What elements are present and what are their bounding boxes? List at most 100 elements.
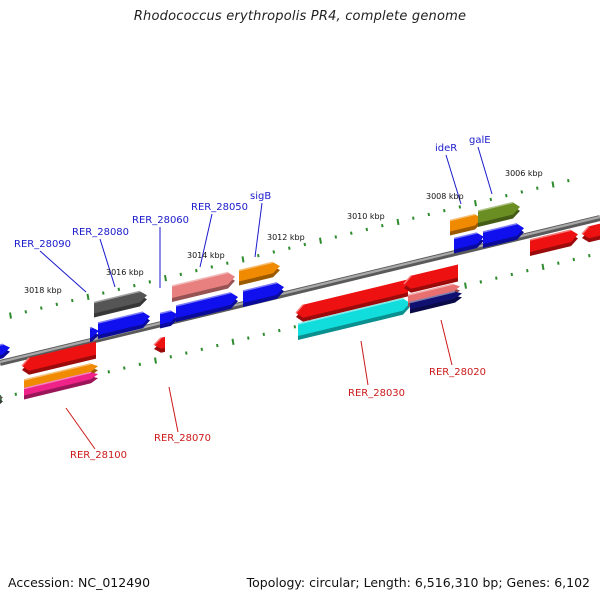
leader-line xyxy=(445,154,462,205)
gene-arrow-rer-28020[interactable] xyxy=(403,264,458,293)
scale-tick xyxy=(117,287,121,292)
gene-box-rer-28030[interactable] xyxy=(297,297,410,340)
gene-arrow-edge[interactable] xyxy=(0,343,10,359)
scale-tick xyxy=(495,276,498,280)
label-leaders xyxy=(39,146,493,450)
gene-box-rer-28080[interactable] xyxy=(93,290,147,318)
scale-tick xyxy=(86,293,90,301)
scale-tick xyxy=(107,370,111,374)
scale-tick xyxy=(200,347,204,352)
scale-tick xyxy=(412,216,415,220)
scale-tick xyxy=(210,265,214,269)
gene-arrow-gale-b[interactable] xyxy=(482,223,524,248)
scale-tick xyxy=(71,298,74,303)
scale-tick xyxy=(588,253,591,258)
gene-arrow-right-1[interactable] xyxy=(529,229,578,256)
gene-arrow-rer-28060-a[interactable] xyxy=(159,310,178,329)
gene-arrow-sigb[interactable] xyxy=(242,282,284,307)
gene-arrow-rer-28030[interactable] xyxy=(295,279,408,322)
scale-tick xyxy=(365,227,369,232)
scale-label: 3008 kbp xyxy=(426,192,464,201)
scale-tick xyxy=(288,246,291,250)
gene-label-rer-28060[interactable]: RER_28060 xyxy=(132,215,189,226)
scale-tick xyxy=(195,268,198,273)
scale-tick xyxy=(334,235,338,239)
gene-arrow-rer-28060-b[interactable] xyxy=(175,291,238,322)
scale-tick xyxy=(123,366,126,370)
scale-tick xyxy=(278,328,281,333)
gene-arrow-rer-28080[interactable] xyxy=(97,311,150,339)
scale-tick xyxy=(272,250,276,254)
scale-tick xyxy=(567,179,570,183)
scale-tick xyxy=(526,268,529,273)
gene-label-rer-28030[interactable]: RER_28030 xyxy=(348,388,405,399)
scale-tick xyxy=(303,242,307,247)
leader-line xyxy=(168,386,179,433)
scale-tick xyxy=(458,205,462,209)
gene-label-rer-28100[interactable]: RER_28100 xyxy=(70,450,127,461)
scale-tick xyxy=(474,200,477,207)
leader-line xyxy=(99,238,116,288)
accession-text: Accession: NC_012490 xyxy=(8,575,151,590)
gene-box-gale[interactable] xyxy=(477,201,520,227)
gene-label-sigb[interactable]: sigB xyxy=(250,191,271,202)
gene-label-rer-28080[interactable]: RER_28080 xyxy=(72,227,129,238)
gene-box-rer-28020-b[interactable] xyxy=(409,290,462,314)
scale-tick xyxy=(350,231,353,235)
gene-label-ider[interactable]: ideR xyxy=(435,143,457,154)
scale-tick xyxy=(505,194,508,198)
scale-tick xyxy=(572,257,576,262)
gene-box-rer-28100-b[interactable] xyxy=(23,371,98,400)
scale-tick xyxy=(9,312,12,319)
leader-line xyxy=(65,407,96,450)
leader-line xyxy=(440,319,453,366)
gene-box-edge[interactable] xyxy=(0,393,3,408)
leader-line xyxy=(360,340,369,386)
scale-tick xyxy=(102,291,105,295)
scale-tick xyxy=(541,263,545,271)
gene-arrow-ider[interactable] xyxy=(453,232,484,254)
scale-tick xyxy=(443,209,446,213)
gene-label-rer-28050[interactable]: RER_28050 xyxy=(191,202,248,213)
scale-tick xyxy=(40,306,43,310)
scale-tick xyxy=(520,190,524,194)
gene-arrow-rer-28100[interactable] xyxy=(21,341,96,375)
scale-tick xyxy=(179,272,183,277)
scale-tick xyxy=(510,272,514,277)
scale-tick xyxy=(138,362,142,366)
scale-tick xyxy=(536,186,539,190)
gene-box-sigb[interactable] xyxy=(238,261,280,286)
scale-tick xyxy=(185,351,188,355)
gene-arrow-rer-28090[interactable] xyxy=(89,326,99,342)
scale-tick xyxy=(479,280,483,284)
gene-label-rer-28020[interactable]: RER_28020 xyxy=(429,367,486,378)
scale-label: 3018 kbp xyxy=(24,286,62,295)
scale-label: 3014 kbp xyxy=(187,251,225,260)
scale-tick xyxy=(55,302,59,307)
gene-label-rer-28070[interactable]: RER_28070 xyxy=(154,433,211,444)
scale-tick xyxy=(133,283,136,288)
scale-tick xyxy=(257,253,260,258)
gene-label-rer-28090[interactable]: RER_28090 xyxy=(14,239,71,250)
gene-features xyxy=(0,201,600,408)
scale-tick xyxy=(464,282,467,289)
scale-tick xyxy=(154,357,157,364)
scale-tick xyxy=(262,332,266,337)
scale-tick xyxy=(226,261,229,265)
gene-box-rer-28050[interactable] xyxy=(171,271,235,302)
scale-tick xyxy=(241,256,245,263)
genome-title: Rhodococcus erythropolis PR4, complete g… xyxy=(133,9,467,24)
gene-box-ider[interactable] xyxy=(449,213,482,236)
scale-label: 3016 kbp xyxy=(106,268,144,277)
scale-tick xyxy=(427,212,431,217)
gene-arrow-right-2[interactable] xyxy=(581,223,600,243)
leader-line xyxy=(39,250,87,293)
scale-tick xyxy=(216,343,219,348)
scale-tick xyxy=(293,325,297,329)
scale-label: 3012 kbp xyxy=(267,233,305,242)
leader-line xyxy=(199,213,213,268)
gene-label-gale[interactable]: galE xyxy=(469,135,491,146)
gene-arrow-rer-28070[interactable] xyxy=(153,336,165,353)
genome-summary-text: Topology: circular; Length: 6,516,310 bp… xyxy=(246,575,590,590)
